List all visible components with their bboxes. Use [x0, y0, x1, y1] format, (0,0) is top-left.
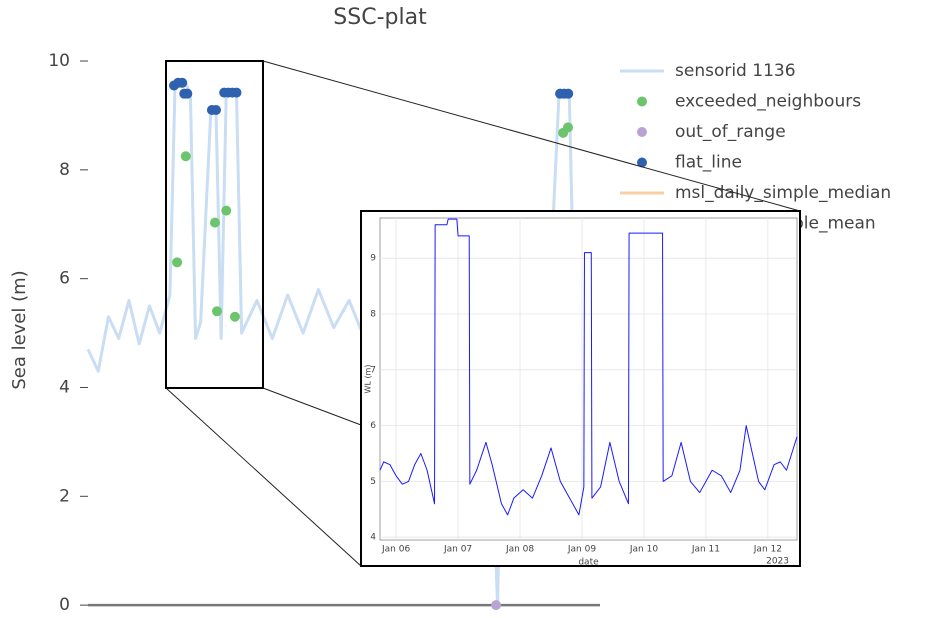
x-offset-label: 2023 [766, 557, 789, 567]
data-point [491, 600, 502, 611]
y-tick-label: 8 [370, 309, 376, 319]
legend-swatch [637, 96, 647, 107]
x-tick-label: Jan 11 [691, 545, 720, 555]
y-tick-label: 8 [59, 160, 70, 180]
y-tick-label: 6 [370, 421, 376, 431]
legend-label: out_of_range [675, 122, 786, 142]
legend-swatch [637, 127, 647, 137]
inset-background [360, 210, 801, 567]
y-tick-label: 7 [370, 365, 376, 375]
legend-swatch [637, 157, 647, 168]
zoom-connector [165, 387, 362, 567]
y-tick-label: 9 [370, 254, 376, 264]
y-axis-label: Sea level (m) [9, 270, 30, 389]
y-tick-label: 4 [370, 533, 376, 543]
plot-frame [379, 217, 798, 541]
data-point [563, 88, 574, 99]
data-point [177, 77, 188, 88]
y-tick-label: 5 [370, 477, 376, 487]
data-point [563, 122, 573, 133]
legend-label: exceeded_neighbours [675, 92, 861, 112]
chart-title: SSC-plat [333, 5, 427, 30]
x-tick-label: Jan 09 [567, 545, 596, 555]
data-line [379, 218, 798, 516]
y-axis-label: WL (m) [364, 365, 373, 394]
data-point [221, 205, 232, 216]
inset-chart: WL (m) date 2023 4 5 6 7 8 9 Jan 06 Jan 07 Jan 08 Ja… [360, 210, 801, 568]
data-point [211, 104, 221, 115]
zoom-box [165, 60, 264, 389]
data-point [231, 87, 242, 98]
zoom-connector [262, 387, 362, 426]
y-tick-label: 2 [59, 486, 70, 506]
legend-label: sensorid 1136 [675, 61, 796, 81]
x-tick-label: Jan 10 [629, 545, 658, 555]
x-tick-label: Jan 06 [381, 545, 410, 555]
data-point [172, 257, 183, 268]
data-point [182, 88, 193, 99]
data-point [180, 151, 191, 162]
zoom-connector [262, 60, 801, 212]
x-tick-label: Jan 07 [443, 545, 472, 555]
legend-label: flat_line [675, 153, 742, 173]
y-tick-label: 10 [48, 51, 70, 71]
data-point [212, 306, 223, 317]
data-point [229, 311, 240, 322]
y-tick-label: 0 [59, 595, 70, 615]
x-tick-label: Jan 08 [505, 545, 534, 555]
legend-label: msl_daily_simple_median [675, 183, 891, 203]
y-tick-label: 4 [59, 377, 70, 397]
zoom-indicator [165, 60, 801, 567]
y-tick-label: 6 [59, 269, 70, 289]
x-tick-label: Jan 12 [753, 545, 782, 555]
x-axis-label: date [578, 558, 599, 568]
data-point [209, 217, 220, 228]
